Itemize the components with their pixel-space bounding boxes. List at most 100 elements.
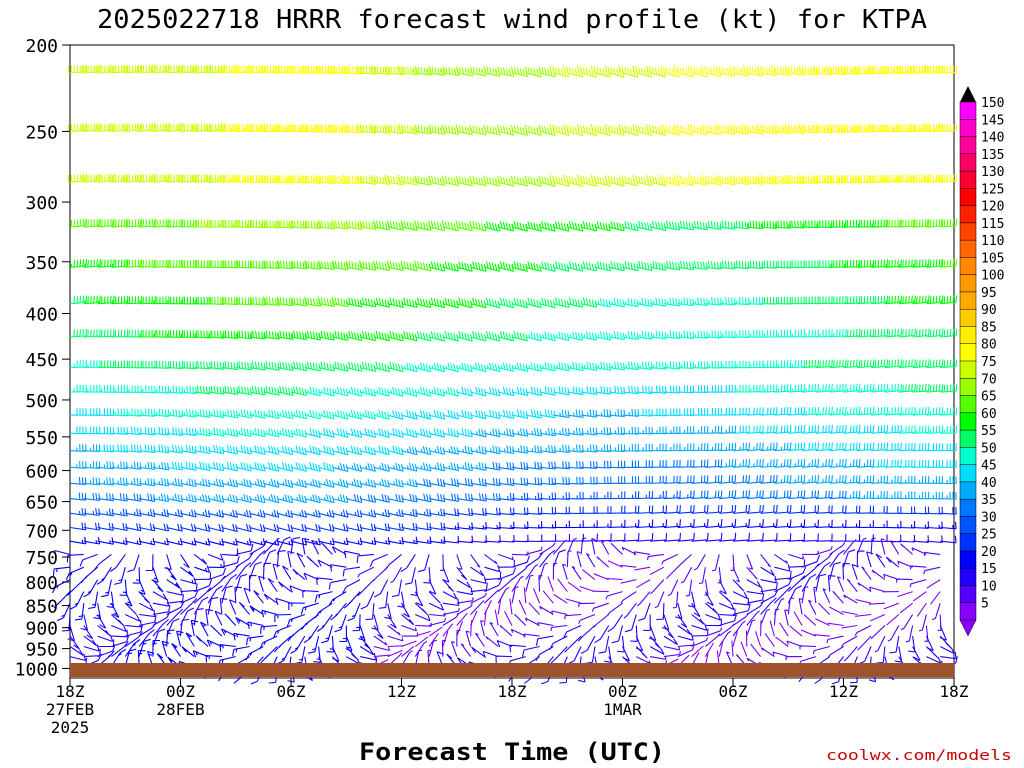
wind-barb: [166, 608, 184, 626]
wind-barb: [108, 122, 129, 132]
wind-barb: [456, 409, 473, 420]
wind-barb: [884, 328, 903, 338]
wind-barb: [843, 295, 861, 305]
wind-barb: [412, 124, 432, 135]
wind-barb: [166, 408, 184, 418]
wind-barb: [590, 65, 611, 78]
wind-barb: [233, 220, 253, 228]
wind-barb: [401, 614, 415, 626]
wind-barb: [294, 646, 306, 665]
wind-barb: [221, 494, 239, 503]
wind-barb: [332, 330, 349, 341]
wind-barb: [470, 554, 481, 568]
wind-barb: [428, 633, 439, 647]
wind-barb: [677, 519, 695, 529]
wind-barb: [535, 646, 554, 661]
wind-barb: [884, 259, 902, 268]
x-tick-label: 06Z: [719, 682, 748, 701]
wind-barb: [356, 124, 377, 134]
wind-barb: [314, 591, 333, 603]
wind-barb: [53, 549, 71, 558]
wind-barb: [774, 296, 791, 305]
wind-barb: [893, 65, 916, 74]
wind-barb: [566, 221, 584, 232]
wind-barb: [180, 296, 198, 305]
wind-barb: [125, 444, 142, 453]
wind-barb: [315, 220, 336, 230]
wind-barb: [415, 446, 432, 456]
wind-barb: [890, 540, 900, 555]
wind-barb: [415, 478, 432, 488]
wind-barb: [608, 476, 626, 484]
wind-barb: [899, 602, 913, 614]
wind-barb: [166, 478, 183, 487]
wind-barb: [125, 218, 143, 228]
wind-barb: [194, 493, 211, 503]
wind-barb: [511, 507, 529, 516]
wind-barb: [152, 329, 170, 338]
wind-barb: [539, 427, 556, 437]
colorbar-cell: [959, 585, 977, 604]
wind-barb: [248, 575, 257, 592]
wind-barb: [553, 444, 570, 454]
wind-barb: [373, 462, 390, 472]
wind-barb: [191, 174, 212, 183]
wind-barb: [373, 330, 390, 342]
wind-barb: [774, 586, 791, 604]
wind-barb: [898, 295, 916, 305]
wind-barb: [290, 635, 306, 654]
wind-barb: [705, 504, 723, 514]
wind-barb: [125, 259, 143, 268]
wind-barb: [439, 66, 460, 77]
wind-barb: [428, 579, 437, 595]
wind-barb: [622, 491, 640, 500]
wind-barb: [523, 587, 527, 604]
wind-barb: [428, 478, 446, 488]
wind-barb: [608, 519, 626, 529]
wind-barb: [837, 175, 861, 184]
wind-barb: [855, 598, 872, 604]
wind-barb: [576, 123, 598, 137]
wind-barb: [677, 532, 695, 542]
wind-barb: [456, 579, 471, 589]
wind-barb: [415, 522, 432, 531]
wind-barb: [586, 553, 596, 568]
wind-barb: [484, 535, 501, 543]
wind-barb: [705, 602, 718, 615]
wind-barb: [525, 534, 543, 543]
wind-barb: [504, 611, 513, 626]
wind-barb: [235, 617, 250, 626]
wind-barb: [101, 579, 112, 598]
wind-barb: [789, 625, 803, 637]
wind-barb: [694, 554, 706, 571]
wind-barb: [940, 425, 958, 434]
wind-barb: [185, 632, 195, 647]
wind-barb: [246, 220, 267, 229]
wind-barb: [470, 331, 487, 342]
wind-barb: [887, 625, 900, 642]
wind-barb: [332, 428, 349, 438]
wind-barb: [258, 575, 266, 592]
wind-barb: [829, 490, 847, 500]
wind-barb: [705, 220, 722, 231]
wind-barb: [79, 553, 98, 567]
wind-barb: [898, 383, 916, 393]
wind-barb: [857, 442, 875, 452]
wind-barb: [610, 542, 623, 555]
wind-barb: [801, 573, 817, 592]
wind-barb: [247, 621, 264, 629]
wind-barb: [705, 360, 722, 369]
wind-barb: [303, 625, 320, 644]
wind-barb: [691, 443, 709, 452]
ground-surface: [70, 663, 954, 677]
wind-barb: [802, 458, 820, 468]
colorbar-label: 40: [981, 476, 997, 491]
colorbar-cell: [959, 481, 977, 500]
wind-barb: [691, 385, 709, 394]
wind-barb: [836, 576, 845, 592]
wind-barb: [746, 532, 764, 542]
wind-barb: [428, 493, 446, 503]
wind-barb: [191, 219, 212, 228]
wind-barb: [290, 409, 308, 420]
wind-barb: [193, 596, 209, 615]
